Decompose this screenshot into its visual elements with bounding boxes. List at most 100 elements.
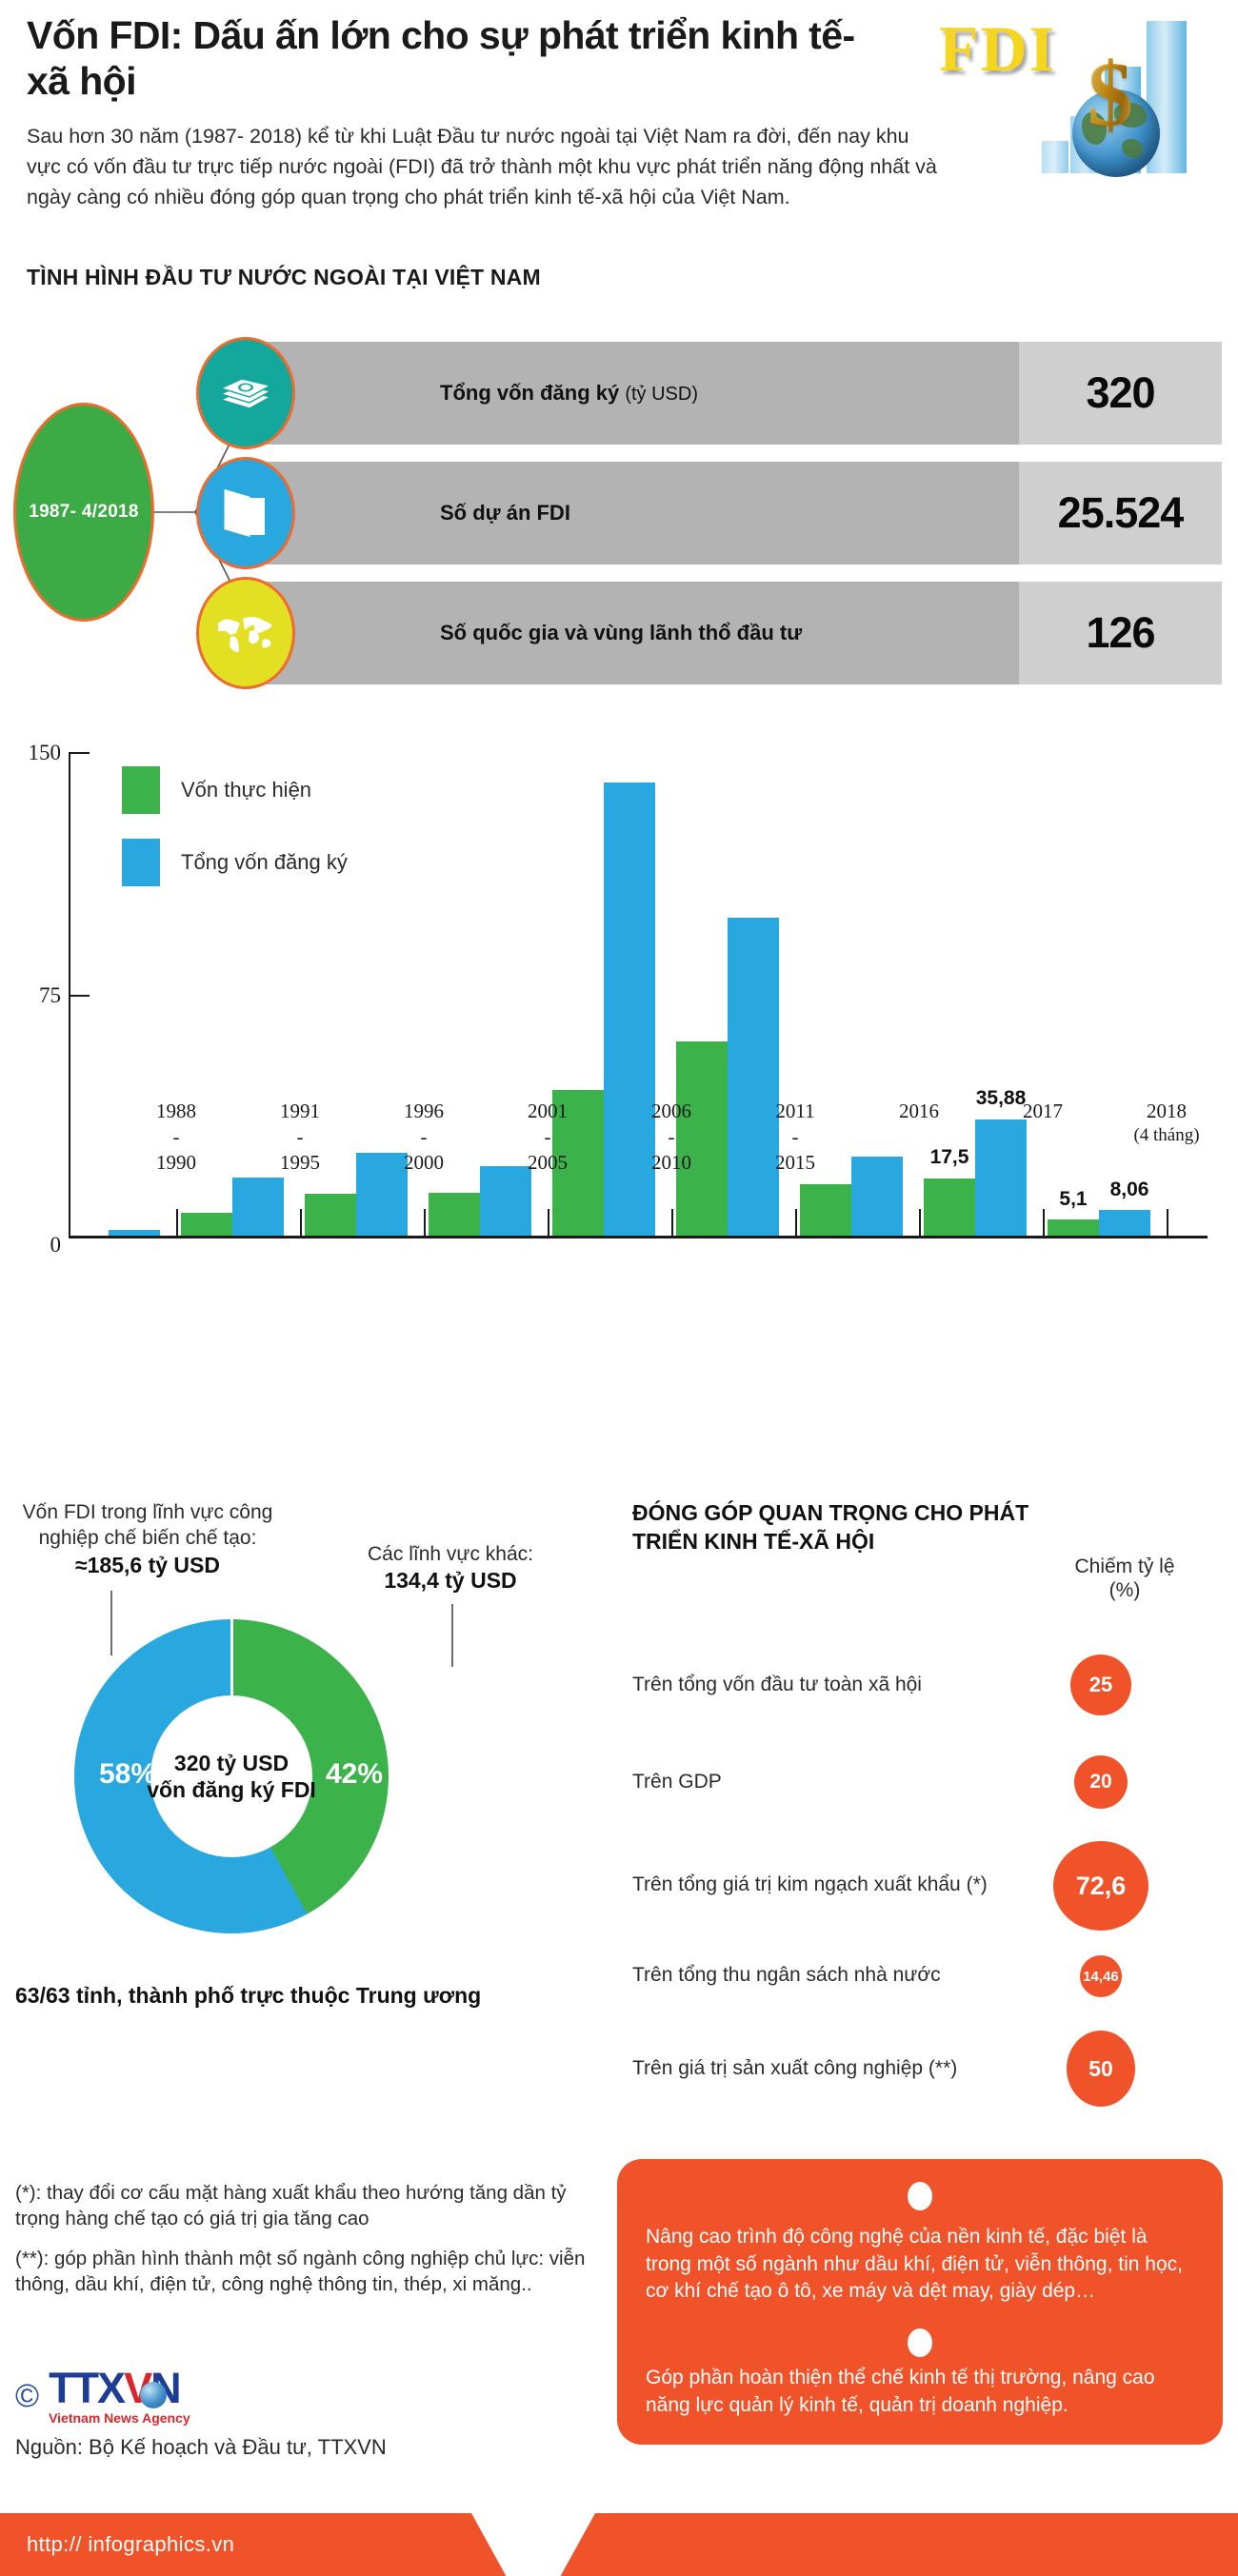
- stat-label-3: Số quốc gia và vùng lãnh thổ đầu tư: [440, 621, 803, 644]
- footer-wedge: [471, 2513, 595, 2576]
- deco-bar-0: [1042, 141, 1068, 173]
- x-label-2: 1996 - 2000: [404, 1100, 444, 1174]
- legend-item-registered: Tổng vốn đăng ký: [122, 839, 348, 886]
- y-tick-label-150: 150: [28, 741, 62, 764]
- chart-legend: Vốn thực hiện Tổng vốn đăng ký: [122, 766, 348, 911]
- contribution-label-1: Trên tổng vốn đầu tư toàn xã hội: [632, 1674, 922, 1695]
- donut-chart: 320 tỷ USD vốn đăng ký FDI: [74, 1619, 389, 1933]
- donut-center-label: 320 tỷ USD vốn đăng ký FDI: [147, 1695, 316, 1857]
- bar-value-label-2017-registered: 35,88: [975, 1087, 1027, 1109]
- benefit-text-1: Nâng cao trình độ công nghệ của nền kinh…: [646, 2226, 1183, 2303]
- x-axis-labels: 1988 - 1990 1991 - 1995 1996 - 2000 2001…: [0, 1095, 1238, 1199]
- benefits-callout-box: Nâng cao trình độ công nghệ của nền kinh…: [617, 2159, 1223, 2445]
- period-hub: 1987- 4/2018: [13, 403, 154, 622]
- y-tick-150: [69, 752, 90, 754]
- x-label-5: 2011 - 2015: [775, 1100, 815, 1174]
- donut-value-left: ≈185,6 tỷ USD: [75, 1552, 220, 1577]
- bar-registered-2001-2005: [480, 1166, 531, 1236]
- contribution-row-4: Trên tổng thu ngân sách nhà nước 14,46: [632, 1947, 1238, 2004]
- bar-registered-2016: [851, 1157, 903, 1236]
- bar-registered-1996-2000: [356, 1153, 408, 1236]
- y-tick-75: [69, 995, 90, 997]
- y-tick-label-75: 75: [39, 983, 61, 1007]
- contribution-bubble-3: 72,6: [1053, 1841, 1148, 1931]
- ttxvn-wordmark: TTXVN Vietnam News Agency: [49, 2367, 190, 2426]
- x-label-6: 2016: [899, 1100, 939, 1122]
- dollar-sign-icon: $: [1088, 43, 1133, 145]
- x-label-0: 1988 - 1990: [156, 1100, 196, 1174]
- legend-label-implemented: Vốn thực hiện: [181, 778, 312, 802]
- bar-registered-2011-2015: [728, 918, 779, 1236]
- stat-value-2: 25.524: [1057, 488, 1185, 537]
- donut-center-line2: vốn đăng ký FDI: [147, 1777, 316, 1802]
- bar-implemented-2001-2005: [429, 1193, 480, 1236]
- bar-group: [69, 752, 1208, 1236]
- donut-chart-section: Vốn FDI trong lĩnh vực công nghiệp chế b…: [0, 1499, 609, 2051]
- x-label-4: 2006 - 2010: [651, 1100, 691, 1174]
- legend-swatch-green: [122, 766, 160, 814]
- bar-value-label-2018-registered: 8,06: [1109, 1179, 1149, 1200]
- open-book-icon: [196, 457, 295, 569]
- donut-center-line1: 320 tỷ USD: [173, 1750, 290, 1775]
- stat-label-1: Tổng vốn đăng ký (tỷ USD): [440, 381, 699, 405]
- bar-implemented-2016: [800, 1184, 851, 1236]
- bar-implemented-1991-1995: [181, 1213, 232, 1236]
- footnotes: (*): thay đổi cơ cấu mặt hàng xuất khẩu …: [15, 2180, 587, 2311]
- world-map-icon: [196, 577, 295, 689]
- donut-label-right: Các lĩnh vực khác: 134,4 tỷ USD: [368, 1543, 533, 1594]
- legend-label-registered: Tổng vốn đăng ký: [181, 850, 348, 874]
- donut-percent-blue: 58%: [99, 1758, 157, 1790]
- stat-row-total-capital: Tổng vốn đăng ký (tỷ USD) 320: [255, 342, 1222, 445]
- bar-registered-2018: [1099, 1210, 1150, 1236]
- bullet-dot-1: [908, 2182, 932, 2210]
- contribution-title: ĐÓNG GÓP QUAN TRỌNG CHO PHÁT TRIỂN KINH …: [632, 1500, 1029, 1554]
- stat-value-3: 126: [1086, 608, 1155, 657]
- benefit-text-2: Góp phần hoàn thiện thể chế kinh tế thị …: [646, 2367, 1155, 2416]
- contribution-label-3: Trên tổng giá trị kim ngạch xuất khẩu (*…: [632, 1873, 988, 1895]
- source-line: Nguồn: Bộ Kế hoạch và Đầu tư, TTXVN: [15, 2435, 387, 2459]
- provinces-note: 63/63 tỉnh, thành phố trực thuộc Trung ư…: [15, 1983, 482, 2008]
- contribution-label-5: Trên giá trị sản xuất công nghiệp (**): [632, 2057, 958, 2079]
- fdi-bar-chart: 150 75 0 Vốn thực hiện Tổng vốn đăng ký: [0, 723, 1238, 1257]
- period-label: 1987- 4/2018: [29, 502, 139, 522]
- header: Vốn FDI: Dấu ấn lớn cho sự phát triển ki…: [0, 0, 1238, 314]
- contribution-row-3: Trên tổng giá trị kim ngạch xuất khẩu (*…: [632, 1841, 1238, 1931]
- x-label-3: 2001 - 2005: [528, 1100, 568, 1174]
- footnote-2: (**): góp phần hình thành một số ngành c…: [15, 2247, 586, 2296]
- brand-subtitle: Vietnam News Agency: [49, 2410, 190, 2426]
- footer-url[interactable]: http:// infographics.vn: [27, 2532, 235, 2556]
- stat-value-1: 320: [1086, 368, 1155, 417]
- section-title-investment-status: TÌNH HÌNH ĐẦU TƯ NƯỚC NGOÀI TẠI VIỆT NAM: [27, 265, 541, 289]
- x-label-8: 2018 (4 tháng): [1133, 1100, 1200, 1145]
- bar-implemented-2011-2015: [676, 1041, 728, 1236]
- stat-row-project-count: Số dự án FDI 25.524: [255, 462, 1222, 565]
- y-tick-label-0: 0: [50, 1233, 62, 1257]
- legend-swatch-blue: [122, 839, 160, 886]
- investment-stats: 1987- 4/2018 Tổng vốn đăng ký (tỷ USD) 3…: [0, 319, 1238, 719]
- x-label-7: 2017: [1023, 1100, 1063, 1122]
- contribution-bubble-4: 14,46: [1080, 1955, 1122, 1997]
- intro-paragraph: Sau hơn 30 năm (1987- 2018) kể từ khi Lu…: [27, 125, 937, 208]
- contribution-pct-header: Chiếm tỷ lệ (%): [1074, 1556, 1175, 1602]
- bar-implemented-1996-2000: [305, 1194, 356, 1236]
- x-ticks: [69, 1209, 1208, 1238]
- contribution-row-5: Trên giá trị sản xuất công nghiệp (**) 5…: [632, 2031, 1238, 2107]
- copyright-icon: ©: [15, 2377, 40, 2414]
- x-label-1: 1991 - 1995: [280, 1100, 320, 1174]
- x-axis: [69, 1236, 1208, 1238]
- contribution-bubble-5: 50: [1067, 2031, 1135, 2107]
- logo-globe-icon: [140, 2382, 168, 2408]
- stat-label-2: Số dự án FDI: [440, 501, 570, 525]
- fdi-wordmark: FDI: [939, 12, 1057, 85]
- page-title: Vốn FDI: Dấu ấn lớn cho sự phát triển ki…: [27, 13, 855, 103]
- bar-registered-2017: [975, 1120, 1027, 1236]
- bullet-dot-2: [908, 2328, 932, 2357]
- globe-icon: [1072, 89, 1160, 177]
- legend-item-implemented: Vốn thực hiện: [122, 766, 348, 814]
- bar-registered-1988-1990: [109, 1230, 160, 1236]
- footer-bar: http:// infographics.vn: [0, 2513, 1238, 2576]
- contribution-row-2: Trên GDP 20: [632, 1749, 1238, 1815]
- donut-percent-green: 42%: [326, 1758, 384, 1790]
- brand-ttx: TTX: [49, 2364, 126, 2412]
- contribution-label-2: Trên GDP: [632, 1771, 722, 1793]
